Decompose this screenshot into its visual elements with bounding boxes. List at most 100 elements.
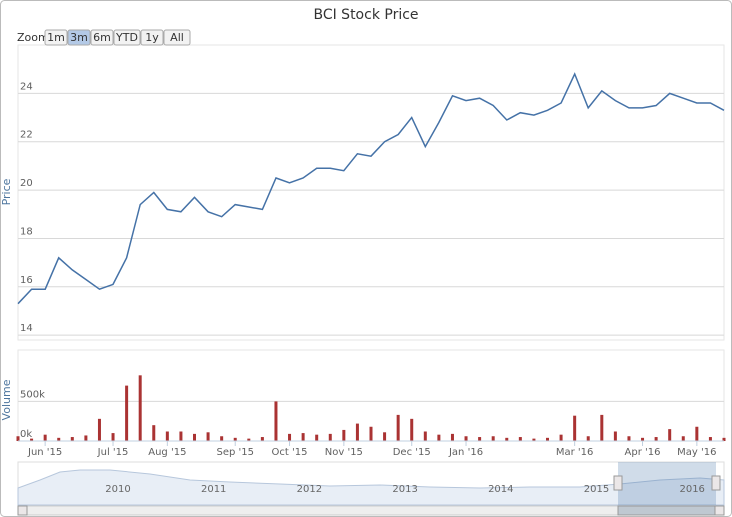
volume-bar bbox=[288, 433, 292, 441]
x-tick-label: Sep '15 bbox=[216, 447, 254, 458]
zoom-button[interactable] bbox=[113, 29, 141, 46]
volume-bar bbox=[193, 433, 196, 441]
volume-bar bbox=[30, 438, 34, 441]
volume-bar bbox=[613, 431, 617, 441]
x-tick-label: May '16 bbox=[677, 447, 716, 458]
volume-bar bbox=[233, 437, 237, 441]
volume-bar bbox=[546, 437, 549, 441]
volume-bar bbox=[722, 437, 726, 441]
zoom-button[interactable] bbox=[44, 29, 68, 46]
navigator-window[interactable] bbox=[618, 462, 716, 505]
scrollbar-thumb[interactable] bbox=[617, 505, 717, 516]
y-tick-label: 14 bbox=[20, 323, 33, 334]
x-tick-label: Jun '15 bbox=[27, 447, 62, 458]
volume-bar bbox=[586, 436, 590, 441]
volume-bar bbox=[70, 437, 74, 441]
volume-bar bbox=[668, 429, 672, 441]
volume-bar bbox=[383, 432, 387, 441]
y-tick-label: 18 bbox=[20, 226, 33, 237]
zoom-button-label[interactable]: 1y bbox=[145, 31, 159, 44]
navigator bbox=[17, 461, 725, 516]
volume-bar bbox=[206, 432, 210, 441]
zoom-button[interactable] bbox=[163, 29, 191, 46]
volume-bar bbox=[125, 385, 129, 441]
volume-bar bbox=[16, 436, 20, 441]
volume-bar bbox=[179, 431, 183, 441]
zoom-button-label[interactable]: 6m bbox=[93, 31, 111, 44]
volume-bar bbox=[247, 438, 251, 441]
volume-bar bbox=[654, 437, 658, 441]
navigator-label: 2011 bbox=[201, 484, 226, 495]
volume-bar bbox=[315, 434, 319, 441]
volume-bar bbox=[410, 418, 414, 441]
zoom-button-label[interactable]: All bbox=[170, 31, 184, 44]
navigator-label: 2010 bbox=[105, 484, 130, 495]
y-tick-label: 22 bbox=[20, 130, 33, 141]
y-axis-title: Volume bbox=[0, 379, 13, 420]
volume-bar bbox=[478, 437, 482, 441]
volume-bar bbox=[165, 431, 169, 441]
navigator-label: 2012 bbox=[297, 484, 322, 495]
navigator-series bbox=[17, 469, 725, 506]
x-tick-label: Oct '15 bbox=[272, 447, 308, 458]
y-axis-title: Price bbox=[0, 178, 13, 205]
zoom-button[interactable] bbox=[67, 29, 91, 46]
zoom-button-label[interactable]: 1m bbox=[47, 31, 65, 44]
volume-bar bbox=[627, 436, 631, 441]
y-tick-label: 16 bbox=[20, 275, 33, 286]
chart-title: BCI Stock Price bbox=[313, 7, 418, 23]
zoom-button-label[interactable]: 3m bbox=[70, 31, 88, 44]
volume-bar bbox=[681, 436, 685, 441]
scrollbar-arrows[interactable] bbox=[17, 505, 725, 516]
volume-bar bbox=[57, 437, 61, 441]
zoom-button[interactable] bbox=[90, 29, 114, 46]
navigator-label: 2015 bbox=[584, 484, 609, 495]
volume-bar bbox=[708, 437, 712, 441]
zoom-button[interactable] bbox=[140, 29, 164, 46]
x-tick-label: Jul '15 bbox=[97, 447, 129, 458]
x-tick-label: Apr '16 bbox=[625, 447, 661, 458]
volume-bar bbox=[97, 418, 101, 441]
x-tick-label: Nov '15 bbox=[325, 447, 363, 458]
volume-bar bbox=[396, 414, 400, 441]
volume-bar bbox=[369, 426, 373, 441]
navigator-label: 2016 bbox=[679, 484, 704, 495]
navigator-label: 2014 bbox=[488, 484, 513, 495]
volume-bar bbox=[43, 434, 47, 441]
volume-bar bbox=[518, 437, 522, 441]
volume-bar bbox=[505, 437, 509, 441]
volume-bar bbox=[695, 426, 699, 441]
volume-bar bbox=[220, 436, 224, 441]
x-tick-label: Mar '16 bbox=[556, 447, 594, 458]
y-tick-label: 24 bbox=[20, 81, 33, 92]
volume-bar bbox=[342, 429, 346, 441]
volume-bar bbox=[152, 425, 156, 441]
navigator-handle[interactable] bbox=[711, 475, 721, 491]
volume-bar bbox=[423, 431, 427, 441]
volume-bar bbox=[573, 415, 577, 441]
volume-bar bbox=[355, 423, 359, 441]
volume-bar bbox=[437, 434, 441, 441]
volume-bar bbox=[260, 437, 264, 441]
x-tick-label: Jan '16 bbox=[448, 447, 483, 458]
x-tick-label: Dec '15 bbox=[393, 447, 431, 458]
zoom-label: Zoom bbox=[17, 31, 49, 44]
price-line bbox=[17, 72, 725, 305]
volume-bar bbox=[301, 433, 305, 441]
volume-bar bbox=[559, 434, 563, 441]
volume-bar bbox=[641, 437, 645, 441]
navigator-handle[interactable] bbox=[613, 475, 623, 491]
volume-bar bbox=[328, 433, 332, 441]
volume-bar bbox=[138, 375, 142, 441]
volume-bar bbox=[84, 435, 88, 441]
zoom-button-label[interactable]: YTD bbox=[115, 31, 138, 44]
x-tick-label: Aug '15 bbox=[148, 447, 186, 458]
volume-bar bbox=[464, 436, 468, 441]
volume-bar bbox=[111, 433, 115, 441]
navigator-label: 2013 bbox=[392, 484, 417, 495]
volume-bar bbox=[450, 433, 454, 441]
price-pane bbox=[17, 44, 725, 341]
volume-bar bbox=[274, 401, 278, 441]
